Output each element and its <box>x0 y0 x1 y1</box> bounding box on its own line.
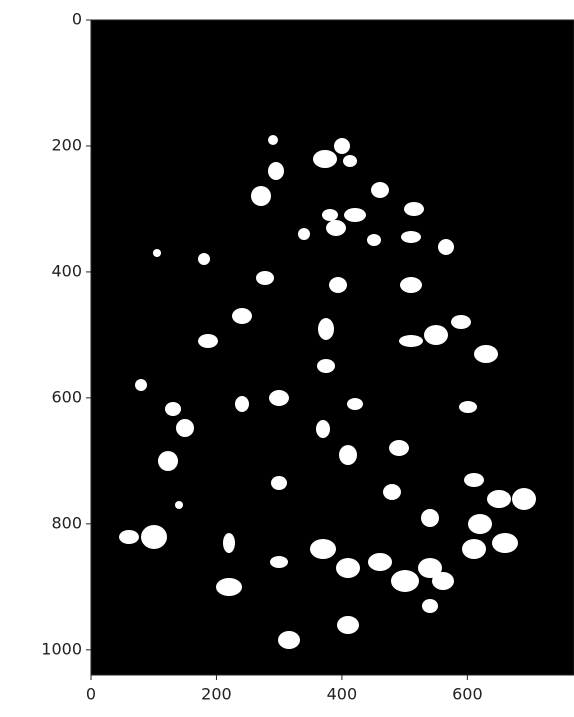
x-tick-label: 400 <box>327 685 358 704</box>
y-tick-label: 800 <box>51 513 82 532</box>
y-tick-label: 600 <box>51 387 82 406</box>
x-tick-label: 0 <box>86 685 96 704</box>
x-tick-label: 600 <box>452 685 483 704</box>
y-tick-label: 1000 <box>41 639 82 658</box>
x-tick-label: 200 <box>201 685 232 704</box>
image <box>91 20 574 675</box>
y-tick-label: 200 <box>51 135 82 154</box>
chart: 0 200 400 600 0 200 400 600 800 1000 <box>0 0 574 713</box>
y-tick-label: 0 <box>72 10 82 29</box>
y-tick-label: 400 <box>51 261 82 280</box>
